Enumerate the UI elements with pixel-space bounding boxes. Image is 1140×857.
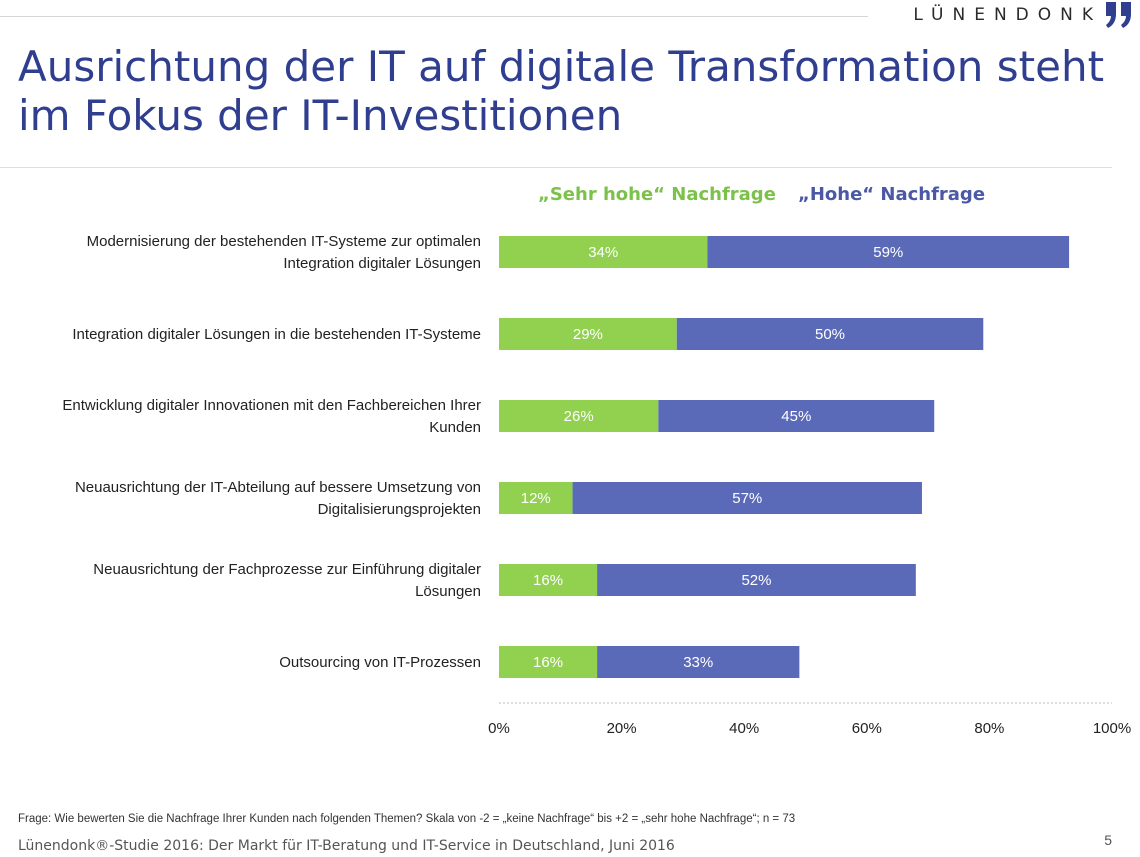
- data-label: 52%: [741, 572, 771, 589]
- category-label: Modernisierung der bestehenden IT-System…: [87, 233, 481, 250]
- bar-segment: [499, 482, 573, 514]
- data-label: 29%: [573, 326, 603, 343]
- x-tick-label: 100%: [1093, 720, 1131, 737]
- category-label: Neuausrichtung der IT-Abteilung auf bess…: [75, 479, 481, 496]
- x-tick-label: 40%: [729, 720, 759, 737]
- chart-legend: „Sehr hohe“ Nachfrage „Hohe“ Nachfrage: [0, 184, 1140, 208]
- x-tick-label: 60%: [852, 720, 882, 737]
- source-note: Lünendonk®-Studie 2016: Der Markt für IT…: [18, 838, 675, 854]
- category-label: Neuausrichtung der Fachprozesse zur Einf…: [93, 561, 481, 578]
- bar-segment: [572, 482, 922, 514]
- data-label: 50%: [815, 326, 845, 343]
- bar-segment: [597, 646, 800, 678]
- x-tick-label: 80%: [974, 720, 1004, 737]
- category-label: Kunden: [429, 419, 481, 436]
- x-tick-label: 20%: [607, 720, 637, 737]
- bar-segment: [658, 400, 935, 432]
- brand-name: LÜNENDONK: [913, 5, 1102, 25]
- data-label: 12%: [521, 490, 551, 507]
- bar-segment: [499, 646, 598, 678]
- category-label: Integration digitaler Lösungen: [283, 255, 481, 272]
- data-label: 45%: [781, 408, 811, 425]
- bar-segment: [499, 564, 598, 596]
- category-label: Lösungen: [415, 583, 481, 600]
- legend-hohe: „Hohe“ Nachfrage: [798, 184, 986, 205]
- footnote: Frage: Wie bewerten Sie die Nachfrage Ih…: [18, 813, 796, 825]
- title-line-1: Ausrichtung der IT auf digitale Transfor…: [18, 42, 1105, 91]
- title-line-2: im Fokus der IT-Investitionen: [18, 91, 623, 140]
- bar-segment: [499, 318, 677, 350]
- category-label: Entwicklung digitaler Innovationen mit d…: [62, 397, 481, 414]
- bar-segment: [597, 564, 916, 596]
- category-label: Integration digitaler Lösungen in die be…: [72, 326, 481, 343]
- brand-logo: LÜNENDONK: [913, 0, 1134, 30]
- data-label: 33%: [683, 654, 713, 671]
- bar-segment: [499, 236, 708, 268]
- data-label: 16%: [533, 654, 563, 671]
- bar-segment: [707, 236, 1070, 268]
- stacked-bar-chart: Modernisierung der bestehenden IT-System…: [62, 233, 1131, 737]
- data-label: 16%: [533, 572, 563, 589]
- page-number: 5: [1104, 832, 1112, 848]
- data-label: 59%: [873, 244, 903, 261]
- page-title: Ausrichtung der IT auf digitale Transfor…: [18, 42, 1118, 140]
- title-divider: [0, 167, 1112, 168]
- data-label: 57%: [732, 490, 762, 507]
- quote-mark-icon: [1104, 2, 1134, 28]
- data-label: 34%: [588, 244, 618, 261]
- category-label: Outsourcing von IT-Prozessen: [279, 654, 481, 671]
- bar-segment: [499, 400, 659, 432]
- legend-sehr-hohe: „Sehr hohe“ Nachfrage: [538, 184, 776, 205]
- x-tick-label: 0%: [488, 720, 510, 737]
- top-divider: [0, 16, 868, 17]
- data-label: 26%: [564, 408, 594, 425]
- category-label: Digitalisierungsprojekten: [318, 501, 481, 518]
- bar-segment: [676, 318, 984, 350]
